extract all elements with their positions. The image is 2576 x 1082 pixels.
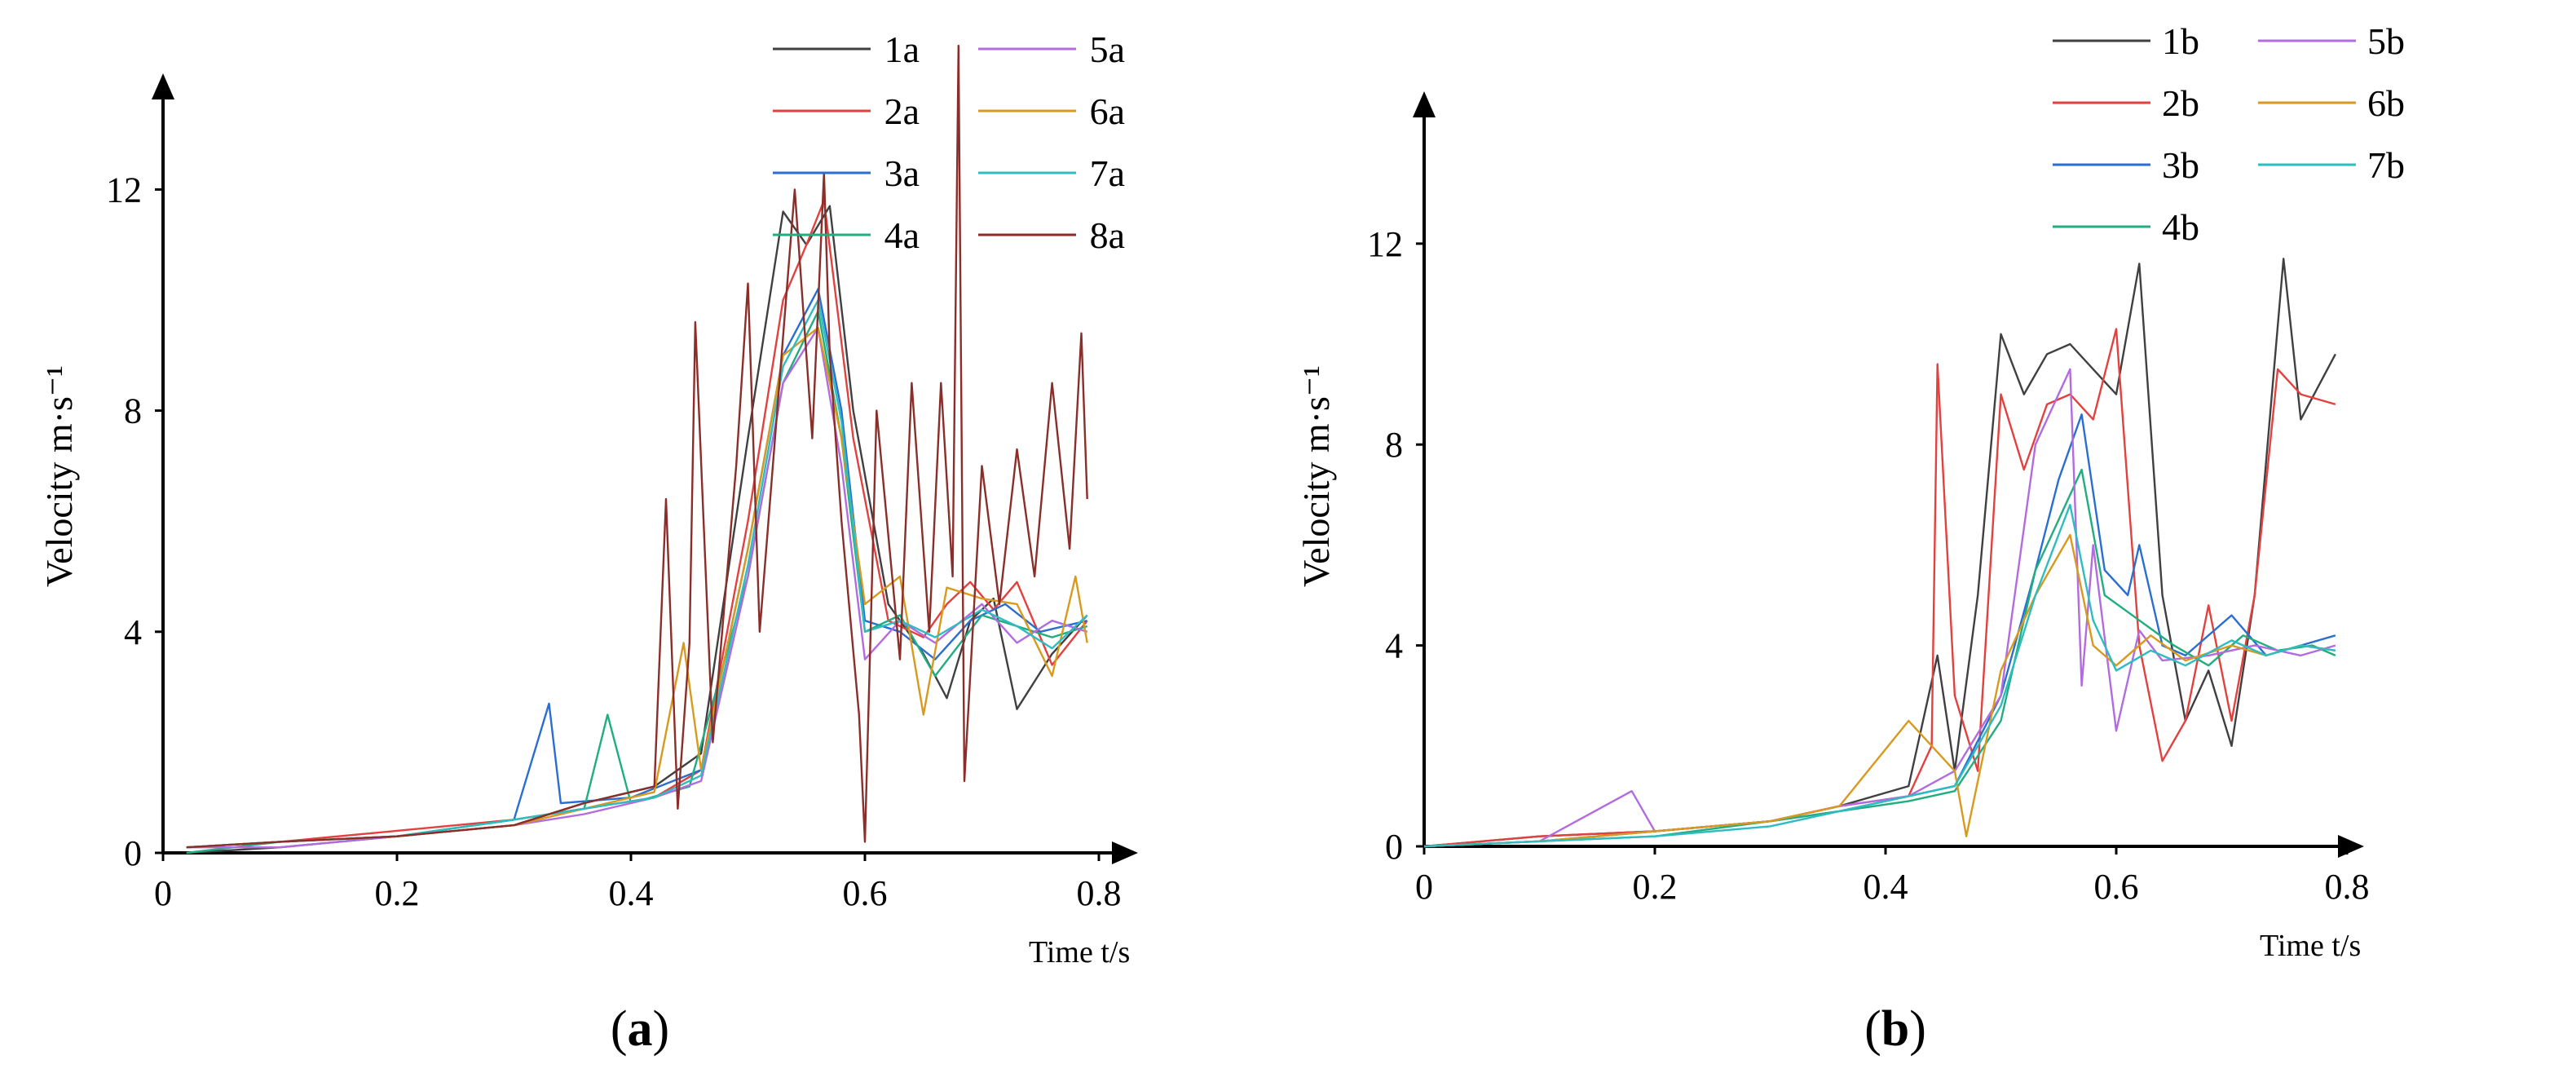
- series-line-8a: [186, 44, 1088, 849]
- legend-label-6a: 6a: [1090, 91, 1125, 132]
- y-tick-label: 0: [1385, 827, 1403, 867]
- y-axis-arrow: [152, 73, 174, 99]
- y-ticks: 0 4 8 12: [1367, 224, 1424, 867]
- series-lines: [186, 44, 1088, 855]
- x-axis-label: Time t/s: [2260, 929, 2361, 963]
- x-axis-label: Time t/s: [1029, 935, 1130, 969]
- caption-b: (b): [1864, 1001, 1926, 1057]
- series-line-5a: [186, 326, 1088, 849]
- y-tick-label: 4: [124, 612, 142, 652]
- x-tick-label: 0.4: [609, 873, 654, 913]
- legend-label-1a: 1a: [884, 29, 920, 70]
- x-tick-label: 0.2: [375, 873, 420, 913]
- legend-label-3a: 3a: [884, 152, 920, 194]
- y-tick-label: 8: [1385, 425, 1403, 465]
- x-tick-label: 0.8: [1077, 873, 1122, 913]
- caption-letter: a: [628, 1001, 653, 1057]
- caption-a: (a): [611, 1001, 669, 1057]
- legend-label-1b: 1b: [2162, 20, 2199, 62]
- series-line-7a: [186, 298, 1088, 849]
- x-ticks: 0 0.2 0.4 0.6 0.8: [1415, 846, 2370, 907]
- y-axis-label: Velocity m·s⁻¹: [38, 365, 80, 587]
- series-line-2a: [186, 199, 1088, 849]
- series-line-6a: [186, 326, 1088, 849]
- legend-label-2b: 2b: [2162, 82, 2199, 124]
- legend-label-7b: 7b: [2367, 144, 2405, 186]
- legend-label-4b: 4b: [2162, 206, 2199, 248]
- legend-label-7a: 7a: [1090, 152, 1125, 194]
- y-axis-arrow: [1413, 91, 1436, 117]
- legend-label-3b: 3b: [2162, 144, 2199, 186]
- chart-a: 0 4 8 12 0 0.2 0.4 0.6 0.8 Time t/s Velocity m·…: [38, 29, 1138, 1057]
- legend-label-5a: 5a: [1090, 29, 1125, 70]
- series-line-1a: [186, 205, 1088, 855]
- caption-open: (: [1864, 1001, 1881, 1057]
- series-line-7b: [1423, 503, 2336, 848]
- x-axis-arrow: [1112, 841, 1138, 864]
- legend-label-5b: 5b: [2367, 20, 2405, 62]
- y-axis-label: Velocity m·s⁻¹: [1295, 365, 1337, 587]
- x-tick-label: 0.6: [843, 873, 888, 913]
- y-tick-label: 0: [124, 833, 142, 873]
- series-line-4a: [186, 310, 1088, 855]
- x-axis-arrow: [2338, 835, 2364, 858]
- x-tick-label: 0.4: [1864, 867, 1908, 907]
- legend-label-2a: 2a: [884, 91, 920, 132]
- series-line-1b: [1423, 258, 2336, 848]
- caption-letter: b: [1881, 1001, 1909, 1057]
- caption-close: ): [1909, 1001, 1926, 1057]
- series-line-2b: [1423, 328, 2336, 848]
- legend: 1a 2a 3a 4a 5a 6a 7a 8a: [773, 29, 1125, 256]
- x-tick-label: 0: [1415, 867, 1433, 907]
- legend: 1b 2b 3b 4b 5b 6b 7b: [2053, 20, 2405, 248]
- x-tick-label: 0.2: [1633, 867, 1678, 907]
- x-tick-label: 0.8: [2325, 867, 2370, 907]
- legend-label-8a: 8a: [1090, 214, 1125, 256]
- y-tick-label: 8: [124, 391, 142, 431]
- legend-label-6b: 6b: [2367, 82, 2405, 124]
- legend-label-4a: 4a: [884, 214, 920, 256]
- x-tick-label: 0.6: [2094, 867, 2139, 907]
- y-ticks: 0 4 8 12: [106, 170, 163, 873]
- x-tick-label: 0: [154, 873, 172, 913]
- series-line-3b: [1423, 413, 2336, 848]
- caption-close: ): [653, 1001, 670, 1057]
- series-line-5b: [1423, 368, 2336, 848]
- series-lines: [1423, 258, 2336, 848]
- chart-b: 0 4 8 12 0 0.2 0.4 0.6 0.8 Time t/s Velocity m·…: [1295, 20, 2405, 1057]
- y-tick-label: 12: [1367, 224, 1403, 264]
- y-tick-label: 4: [1385, 626, 1403, 666]
- y-tick-label: 12: [106, 170, 142, 210]
- caption-open: (: [611, 1001, 628, 1057]
- x-ticks: 0 0.2 0.4 0.6 0.8: [154, 853, 1122, 913]
